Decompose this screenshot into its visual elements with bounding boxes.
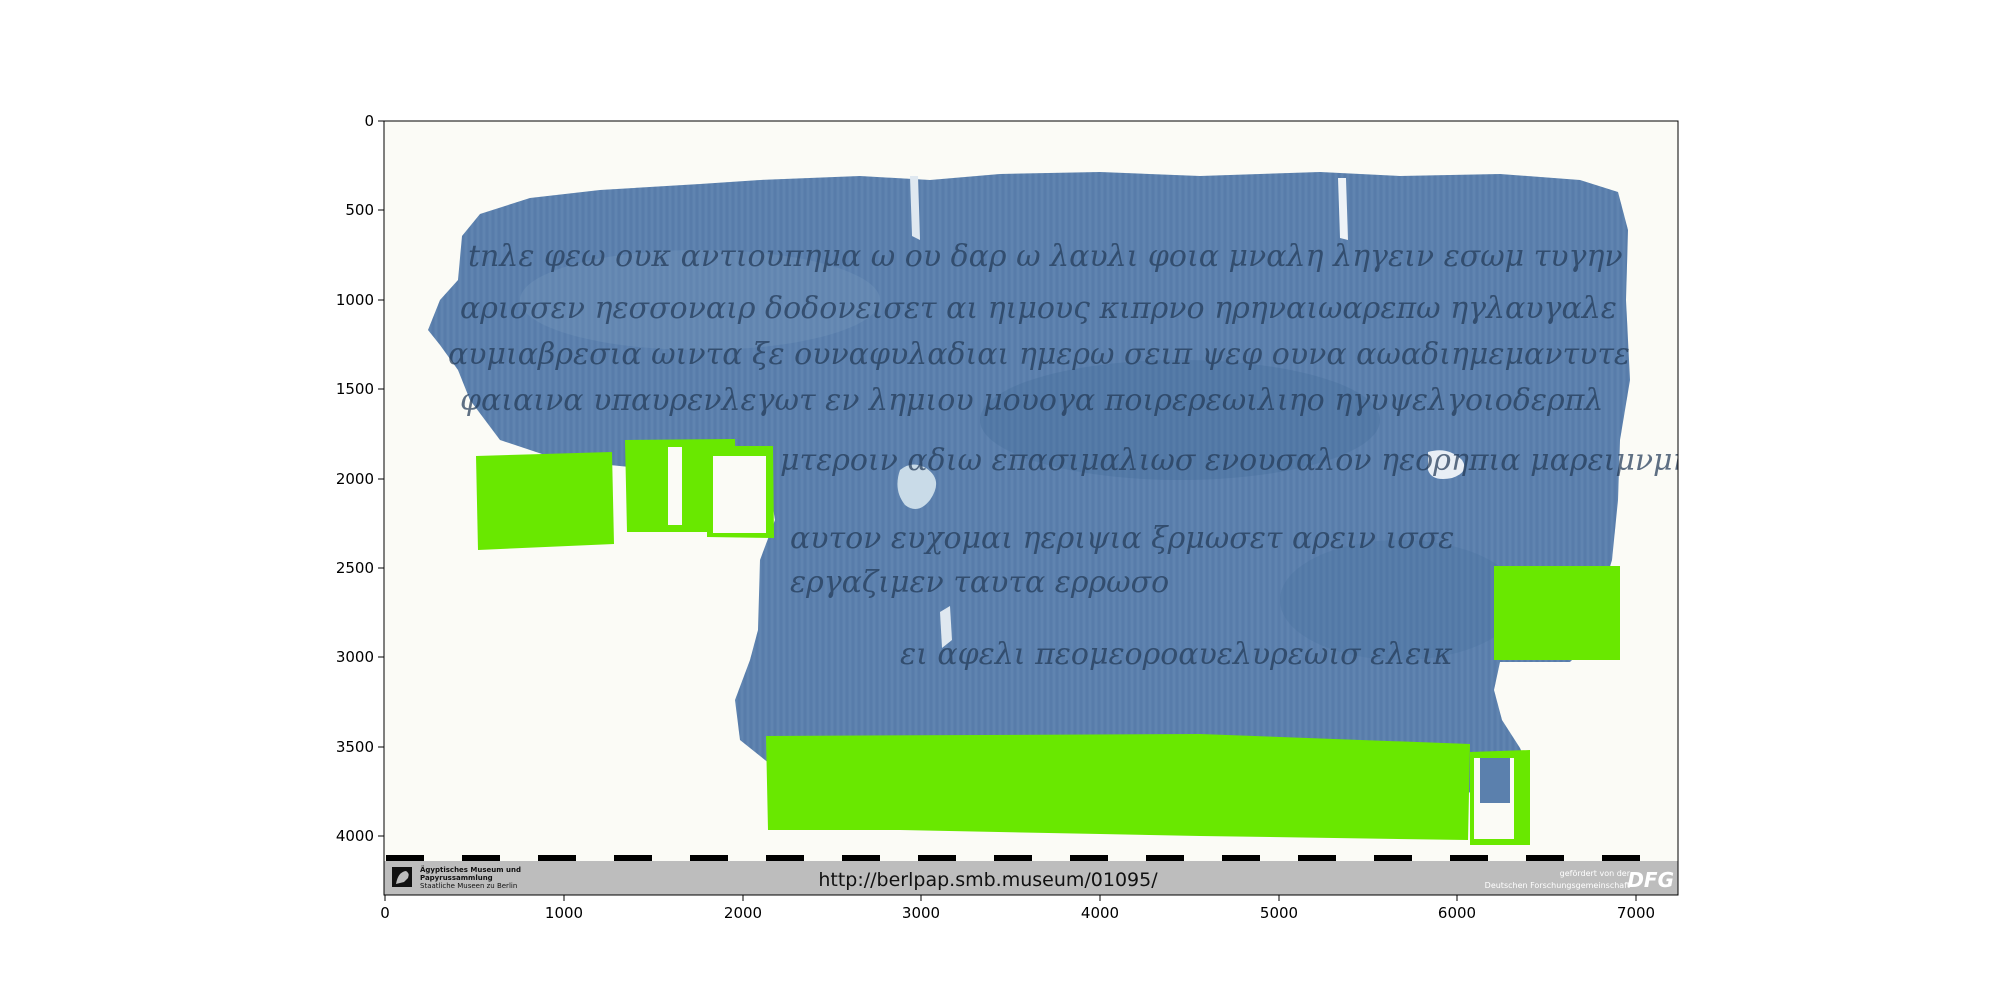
redaction-gap <box>737 485 762 529</box>
x-tick-label: 0 <box>380 904 390 922</box>
scale-bar <box>386 855 1640 861</box>
y-tick-label: 500 <box>345 201 374 219</box>
redaction-boxes <box>476 439 1620 845</box>
handwriting-line-3: αυμιαβρεσια ωιντα ξε ουναφυλαδιαι ημερω … <box>448 337 1630 372</box>
redaction-box <box>1494 566 1620 660</box>
papyrus-crack <box>910 176 920 240</box>
papyrus-hole <box>897 464 937 509</box>
redaction-box <box>766 734 1470 840</box>
papyrus-shade <box>980 360 1380 480</box>
y-axis: 0 500 1000 1500 2000 2500 3000 3500 4000 <box>336 112 384 845</box>
redaction-gap <box>668 447 682 525</box>
papyrus-hole <box>1428 450 1465 479</box>
y-tick-label: 2000 <box>336 470 374 488</box>
handwriting-line-2: αρισσεν ηεσσοναιρ δοδονεισετ αι ηιμους κ… <box>460 291 1617 326</box>
x-tick-label: 4000 <box>1081 904 1119 922</box>
papyrus-shade <box>520 250 880 350</box>
x-tick-label: 7000 <box>1617 904 1655 922</box>
dfg-logo: DFG <box>1627 868 1674 892</box>
handwriting-line-7: εργαζιμεν ταυτα ερρωσο <box>790 565 1169 600</box>
x-tick-label: 3000 <box>902 904 940 922</box>
funding-line-1: gefördert von der <box>1560 869 1631 878</box>
x-tick-label: 2000 <box>724 904 762 922</box>
source-url: http://berlpap.smb.museum/01095/ <box>818 869 1158 891</box>
museum-name-line-1: Ägyptisches Museum und <box>420 865 521 874</box>
x-axis: 0 1000 2000 3000 4000 5000 6000 7000 <box>380 895 1655 922</box>
papyrus-shade <box>1280 540 1520 660</box>
handwriting-line-4: φαιαινα υπαυρενλεγωτ εν λημιου μουογα πο… <box>460 383 1603 418</box>
y-tick-label: 0 <box>364 112 374 130</box>
papyrus-crack <box>1338 178 1348 240</box>
handwriting-line-1: tnλε φεω ουκ αντιουπημα ω ου δαρ ω λαυλι… <box>468 239 1623 274</box>
x-tick-label: 6000 <box>1438 904 1476 922</box>
papyrus-hole <box>940 606 952 648</box>
y-tick-label: 1500 <box>336 380 374 398</box>
footer-bar <box>384 861 1678 895</box>
handwriting-line-5: μτεροιν αδιω επασιμαλιωσ ενουσαλον ηεορη… <box>780 443 1691 478</box>
x-tick-label: 1000 <box>545 904 583 922</box>
funding-line-2: Deutschen Forschungsgemeinschaft <box>1485 881 1630 890</box>
museum-name-line-2: Papyrussammlung <box>420 874 493 882</box>
redaction-gap <box>1480 758 1510 803</box>
y-tick-label: 3500 <box>336 738 374 756</box>
y-tick-label: 3000 <box>336 648 374 666</box>
papyrus-fibers <box>428 172 1630 800</box>
redaction-box <box>476 452 614 550</box>
axes-frame <box>383 120 1679 896</box>
x-tick-label: 5000 <box>1260 904 1298 922</box>
y-tick-label: 4000 <box>336 827 374 845</box>
y-tick-label: 2500 <box>336 559 374 577</box>
y-tick-label: 1000 <box>336 291 374 309</box>
handwriting-line-6: αυτον ευχομαι ηεριψια ξρμωσετ αρειν ισσε <box>790 521 1454 556</box>
handwriting-line-8: ει αφελι πεομεοροαυελυρεωισ ελεικ <box>900 637 1453 672</box>
museum-name-line-3: Staatliche Museen zu Berlin <box>420 882 517 890</box>
